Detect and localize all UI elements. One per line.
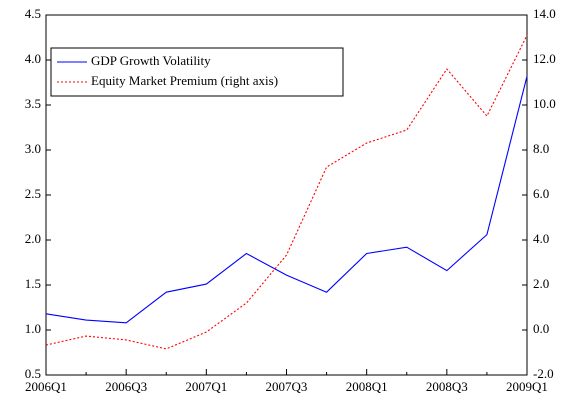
y-tick-label: 4.0: [25, 51, 41, 66]
y2-tick-label: 12.0: [533, 51, 556, 66]
y-tick-label: 1.5: [25, 276, 41, 291]
series-line: [45, 76, 528, 324]
x-tick-label: 2008Q1: [346, 379, 388, 394]
y2-tick-label: 2.0: [533, 276, 549, 291]
y2-tick-label: 0.0: [533, 321, 549, 336]
y2-tick-label: 8.0: [533, 141, 549, 156]
y2-tick-label: 6.0: [533, 186, 549, 201]
y2-tick-label: 10.0: [533, 96, 556, 111]
series-line: [45, 35, 528, 350]
legend-label: GDP Growth Volatility: [91, 53, 211, 68]
y2-tick-label: 4.0: [533, 231, 549, 246]
y-tick-label: 3.0: [25, 141, 41, 156]
y-tick-label: 1.0: [25, 321, 41, 336]
x-tick-label: 2006Q3: [105, 379, 147, 394]
y-tick-label: 2.0: [25, 231, 41, 246]
x-tick-label: 2007Q3: [266, 379, 308, 394]
x-tick-label: 2009Q1: [506, 379, 548, 394]
y-tick-label: 3.5: [25, 96, 41, 111]
y2-tick-label: -2.0: [533, 366, 554, 381]
y-tick-label: 0.5: [25, 366, 41, 381]
x-tick-label: 2006Q1: [25, 379, 67, 394]
y-tick-label: 4.5: [25, 6, 41, 21]
legend-label: Equity Market Premium (right axis): [91, 73, 278, 88]
y-tick-label: 2.5: [25, 186, 41, 201]
x-tick-label: 2007Q1: [185, 379, 227, 394]
legend-box: [50, 47, 344, 97]
y2-tick-label: 14.0: [533, 6, 556, 21]
x-tick-label: 2008Q3: [426, 379, 468, 394]
